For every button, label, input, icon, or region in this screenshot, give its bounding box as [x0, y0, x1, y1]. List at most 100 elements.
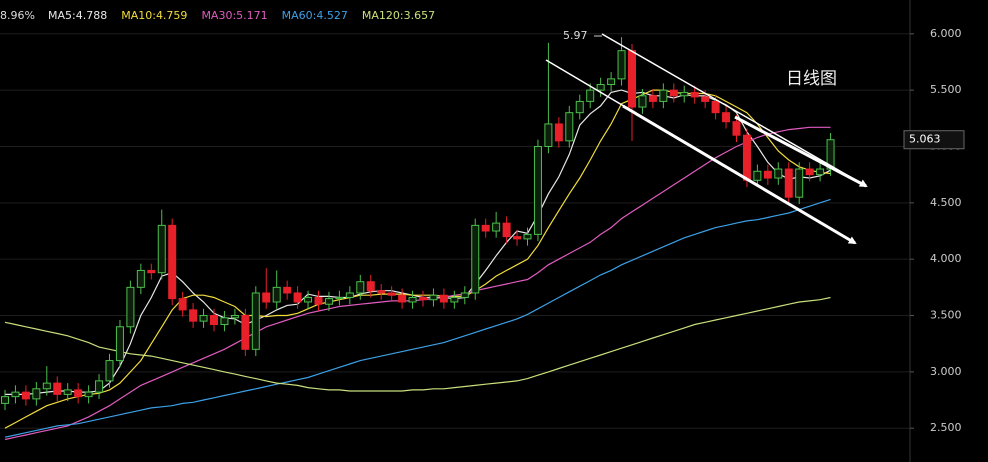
candle-body	[105, 360, 114, 382]
candle-body	[826, 139, 835, 170]
candle-body	[251, 292, 260, 350]
candle-body	[84, 391, 93, 398]
candle-body	[763, 170, 772, 179]
candle-body	[115, 326, 124, 362]
candle-body	[335, 296, 344, 300]
candle-body	[481, 224, 490, 232]
candle-body	[722, 112, 731, 123]
candle-body	[21, 391, 30, 400]
candle-body	[398, 294, 407, 303]
candle-body	[607, 78, 616, 86]
trend-line-upper	[601, 33, 868, 187]
candle-body	[450, 296, 459, 303]
candle-body	[293, 292, 302, 303]
candle-body	[210, 315, 218, 326]
chart-title: 日线图	[786, 69, 837, 89]
y-tick-label: 3.000	[930, 365, 962, 378]
y-tick-label: 4.500	[930, 196, 962, 209]
candle-body	[147, 269, 156, 274]
high-annotation: 5.97	[563, 29, 588, 42]
ma-lines	[4, 89, 831, 441]
candle-body	[345, 292, 354, 298]
candle-body	[533, 145, 542, 235]
candle-body	[784, 168, 793, 198]
candle-body	[283, 286, 292, 294]
candle-body	[262, 292, 271, 303]
candle-body	[586, 89, 595, 102]
candle-body	[774, 168, 783, 179]
candle-body	[168, 224, 177, 300]
candle-body	[53, 382, 62, 395]
candle-body	[513, 236, 522, 240]
candle-body	[11, 391, 20, 398]
candle-body	[377, 290, 386, 294]
candle-body	[189, 309, 198, 322]
legend: 8.96% MA5:4.788 MA10:4.759 MA30:5.171 MA60:…	[0, 9, 435, 22]
y-tick-label: 2.500	[930, 421, 962, 434]
candle-body	[732, 121, 741, 136]
candle-body	[63, 389, 72, 395]
candle-body	[659, 89, 668, 102]
candle-body	[638, 95, 647, 108]
candle-body	[126, 286, 135, 328]
candle-body	[742, 134, 751, 181]
candle-body	[753, 170, 762, 181]
candle-body	[304, 296, 313, 303]
candle-body	[136, 269, 145, 288]
candle-body	[648, 95, 657, 102]
candle-body	[429, 294, 438, 301]
candle-body	[492, 222, 501, 232]
header-change: 8.96%	[0, 9, 35, 22]
candle-body	[565, 112, 574, 142]
candle-body	[795, 168, 804, 198]
candle-body	[178, 298, 187, 311]
candle-body	[554, 123, 563, 142]
ma-line	[4, 198, 831, 438]
candle-body	[230, 315, 239, 319]
candle-body	[596, 84, 605, 91]
candle-body	[324, 298, 333, 305]
candle-body	[408, 296, 417, 303]
legend-entry: MA60:4.527	[282, 9, 348, 22]
last-price-box	[903, 130, 965, 150]
legend-entry: MA30:5.171	[201, 9, 267, 22]
candle-body	[617, 50, 626, 80]
candle-body	[1, 396, 9, 404]
candle-body	[805, 168, 814, 176]
candle-body	[157, 224, 166, 274]
candle-body	[419, 296, 427, 301]
candle-body	[199, 315, 208, 322]
trend-line-lower-bold	[622, 104, 856, 245]
candle-body	[272, 286, 281, 303]
candle-body	[366, 281, 375, 292]
candle-body	[544, 123, 553, 147]
candle-body	[690, 91, 699, 98]
candle-body	[42, 382, 51, 390]
candle-body	[680, 91, 689, 97]
candle-body	[471, 224, 480, 294]
candle-body	[669, 89, 678, 97]
candle-body	[439, 294, 448, 303]
y-tick-label: 3.500	[930, 309, 962, 322]
legend-entry: MA5:4.788	[48, 9, 107, 22]
legend-entry: MA120:3.657	[362, 9, 435, 22]
candle-body	[387, 292, 396, 296]
candle-body	[816, 168, 825, 176]
candle-body	[701, 96, 710, 102]
candle-body	[628, 50, 636, 108]
ma-line	[4, 126, 831, 441]
candle-body	[220, 317, 229, 326]
candle-body	[356, 281, 365, 294]
candle-body	[74, 389, 83, 398]
trend-line-upper-bold	[734, 115, 867, 188]
legend-entry: MA10:4.759	[121, 9, 187, 22]
last-price-label: 5.063	[909, 133, 941, 146]
candle-body	[95, 380, 104, 393]
candle-body	[523, 233, 532, 240]
candles	[1, 37, 835, 411]
candle-body	[241, 315, 250, 350]
y-axis: 2.5003.0003.5004.0004.5005.0005.5006.000…	[903, 27, 965, 434]
y-tick-label: 6.000	[930, 27, 962, 40]
